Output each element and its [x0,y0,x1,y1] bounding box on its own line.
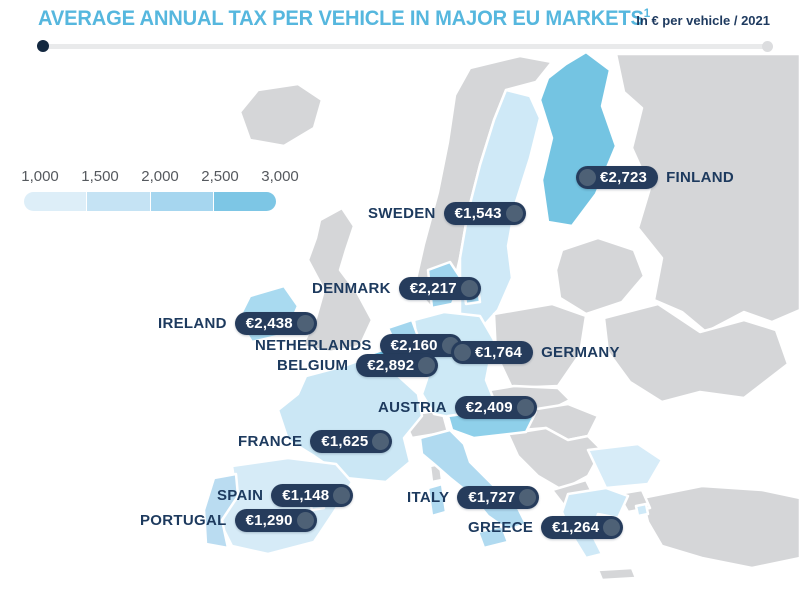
value-text: €1,727 [468,489,516,506]
country-marker-finland: €2,723 FINLAND [576,166,734,189]
badge-knob-icon [296,315,314,332]
value-badge: €1,264 [541,516,624,539]
value-text: €1,764 [475,344,523,361]
map-country-baltics [554,236,646,316]
badge-knob-icon [460,280,478,297]
value-text: €1,543 [454,205,502,222]
badge-knob-icon [333,487,351,504]
country-marker-portugal: PORTUGAL €1,290 [140,509,317,532]
color-scale-legend: 1,000 1,500 2,000 2,500 3,000 [21,168,326,218]
map-country-turkey [640,484,800,570]
page-title-text: AVERAGE ANNUAL TAX PER VEHICLE IN MAJOR … [38,7,644,30]
badge-knob-icon [372,433,390,450]
carousel-handle-dot-icon[interactable] [37,40,49,52]
legend-tick-label: 3,000 [261,168,299,185]
map-country-belarus-ukraine [602,302,790,404]
value-badge: €2,892 [356,354,439,377]
value-badge: €2,723 [576,166,659,189]
value-badge: €1,727 [457,486,540,509]
value-text: €2,438 [245,315,293,332]
value-badge: €1,290 [234,509,317,532]
map-island-sicily [476,524,510,550]
legend-color-bar [24,192,276,211]
carousel-endcap-dot-icon [762,41,773,52]
value-badge: €1,543 [443,202,526,225]
legend-tick-label: 2,000 [141,168,179,185]
value-text: €2,409 [465,399,513,416]
map-island-crete [596,566,638,582]
country-label: IRELAND [158,315,227,332]
unit-note: In € per vehicle / 2021 [636,13,770,28]
badge-knob-icon [296,512,314,529]
value-badge: €1,764 [451,341,534,364]
value-text: €1,290 [245,512,293,529]
legend-tick-label: 2,500 [201,168,239,185]
badge-knob-icon [516,399,534,416]
country-label: GERMANY [541,344,620,361]
country-label: ITALY [407,489,450,506]
badge-knob-icon [603,519,621,536]
map-country-balkans [506,426,604,492]
value-badge: €2,160 [379,334,462,357]
country-marker-france: FRANCE €1,625 [238,430,393,453]
country-marker-netherlands: NETHERLANDS €2,160 [255,334,462,357]
map-country-russia [614,52,800,334]
country-marker-germany: €1,764 GERMANY [451,341,620,364]
country-label: PORTUGAL [140,512,227,529]
value-text: €2,723 [600,169,648,186]
country-marker-belgium: BELGIUM €2,892 [277,354,439,377]
country-label: AUSTRIA [378,399,447,416]
country-label: GREECE [468,519,534,536]
country-label: FINLAND [666,169,735,186]
country-marker-italy: ITALY €1,727 [407,486,540,509]
value-text: €1,625 [321,433,369,450]
legend-tick-label: 1,000 [21,168,59,185]
map-country-finland [538,50,618,228]
map-country-uk [300,206,374,354]
value-badge: €2,409 [454,396,537,419]
value-badge: €1,625 [310,430,393,453]
country-marker-greece: GREECE €1,264 [468,516,624,539]
value-text: €2,217 [409,280,457,297]
legend-color-segment [212,192,276,211]
country-label: BELGIUM [277,357,349,374]
country-marker-austria: AUSTRIA €2,409 [378,396,537,419]
legend-color-segment [86,192,150,211]
map-country-portugal [202,472,240,550]
country-label: FRANCE [238,433,303,450]
value-text: €2,892 [367,357,415,374]
legend-tick-labels: 1,000 1,500 2,000 2,500 3,000 [21,168,326,188]
map-country-bulgaria [586,442,664,490]
legend-color-segment [149,192,213,211]
title-footnote-marker: 1 [643,6,650,20]
country-marker-spain: SPAIN €1,148 [217,484,354,507]
badge-knob-icon [454,344,471,361]
legend-tick-label: 1,500 [81,168,119,185]
country-label: NETHERLANDS [255,337,372,354]
carousel-track[interactable] [37,40,773,52]
legend-color-segment [24,192,87,211]
country-marker-denmark: DENMARK €2,217 [312,277,481,300]
value-text: €2,160 [390,337,438,354]
value-text: €1,264 [552,519,600,536]
country-label: DENMARK [312,280,391,297]
country-label: SPAIN [217,487,264,504]
map-island-sardinia [426,482,448,518]
value-badge: €2,438 [234,312,317,335]
country-marker-ireland: IRELAND €2,438 [158,312,317,335]
badge-knob-icon [519,489,537,506]
map-country-iceland [238,82,324,148]
country-marker-sweden: SWEDEN €1,543 [368,202,526,225]
page-title: AVERAGE ANNUAL TAX PER VEHICLE IN MAJOR … [38,6,650,31]
badge-knob-icon [579,169,596,186]
value-badge: €2,217 [398,277,481,300]
map-island-aegean [634,502,650,518]
value-text: €1,148 [282,487,330,504]
badge-knob-icon [505,205,523,222]
badge-knob-icon [418,357,436,374]
value-badge: €1,148 [271,484,354,507]
country-label: SWEDEN [368,205,436,222]
